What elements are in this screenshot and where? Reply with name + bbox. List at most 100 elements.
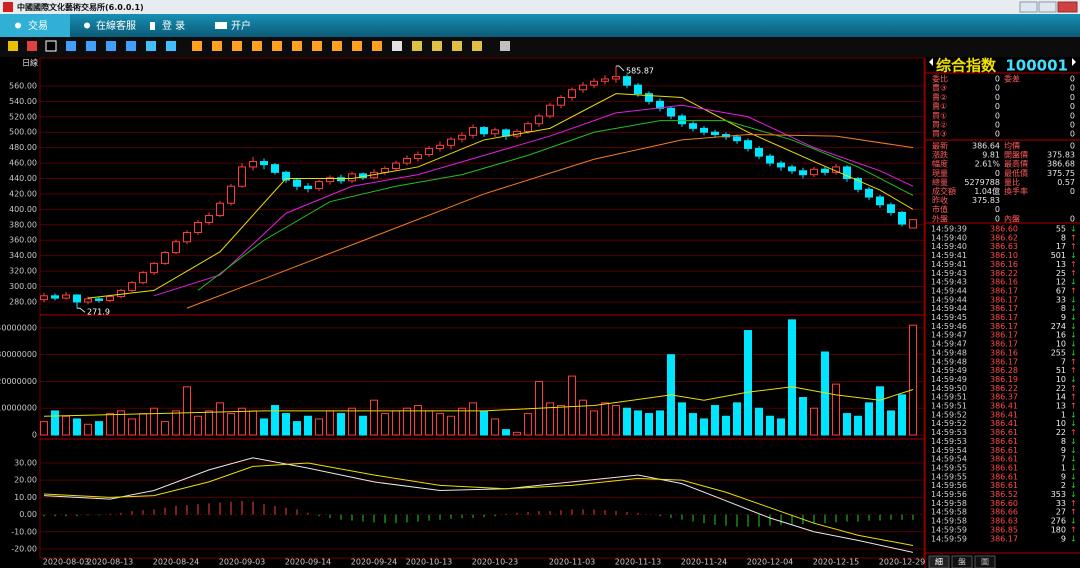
toolbar-icon[interactable] (272, 41, 282, 51)
toolbar-icon[interactable] (66, 41, 76, 51)
x-tick-label: 2020-11-24 (681, 558, 728, 567)
candle-body (249, 161, 257, 168)
quote-value: 0.57 (1057, 178, 1075, 187)
tab-icon (84, 22, 90, 29)
next-arrow[interactable] (1072, 58, 1076, 66)
trade-price: 386.16 (990, 348, 1018, 357)
trade-price: 386.17 (990, 331, 1018, 340)
y-tick-label: 520.00 (9, 112, 37, 121)
toolbar-icon[interactable] (352, 41, 362, 51)
volume-bar (513, 431, 521, 436)
toolbar-icon[interactable] (212, 41, 222, 51)
quote-value: 0 (995, 214, 1000, 223)
bottom-tab-label[interactable]: 細 (935, 557, 943, 567)
toolbar-icon[interactable] (372, 41, 382, 51)
tab[interactable]: 在線客服 (96, 19, 136, 32)
toolbar-icon[interactable] (146, 41, 156, 51)
volume-bar (854, 415, 862, 436)
volume-bar (271, 405, 279, 436)
trade-direction: ↑ (1070, 525, 1077, 534)
tab-bar (0, 14, 1080, 37)
bottom-tab[interactable] (928, 555, 950, 568)
toolbar-icon[interactable] (412, 41, 422, 51)
volume-bar (128, 418, 136, 436)
trade-price: 386.61 (990, 481, 1018, 490)
trade-volume: 10 (1056, 375, 1066, 384)
y-tick-label: 300.00 (9, 282, 37, 291)
candle-body (161, 252, 169, 264)
trade-direction: ↑ (1070, 393, 1077, 402)
quote-label: 市值 (932, 204, 948, 214)
tab[interactable]: 登 录 (162, 19, 185, 32)
volume-bar (788, 319, 796, 436)
toolbar-icon[interactable] (166, 41, 176, 51)
toolbar-icon[interactable] (500, 41, 510, 51)
toolbar-icon[interactable] (472, 41, 482, 51)
close-button[interactable] (1057, 1, 1078, 13)
quote-label: 現量 (932, 169, 948, 178)
volume-bar (469, 402, 477, 436)
toolbar-icon[interactable] (312, 41, 322, 51)
tab-icon (15, 22, 21, 29)
volume-bar (744, 330, 752, 436)
volume-average (43, 386, 914, 417)
toolbar-icon[interactable] (232, 41, 242, 51)
volume-bar (304, 415, 312, 436)
index-name: 综合指数 (936, 57, 997, 75)
volume-bar (293, 421, 301, 436)
prev-arrow[interactable] (929, 58, 933, 66)
bottom-tab-label[interactable]: 盤 (958, 557, 966, 567)
toolbar-icon[interactable] (45, 40, 57, 52)
y-tick-label: 10.00 (14, 493, 37, 502)
toolbar-icon[interactable] (332, 41, 342, 51)
candle-body (799, 170, 807, 176)
candle-body (293, 179, 301, 187)
candle-body (612, 76, 620, 80)
toolbar-icon[interactable] (452, 41, 462, 51)
bottom-tab[interactable] (951, 555, 973, 568)
volume-bar (645, 413, 653, 436)
toolbar-icon[interactable] (432, 41, 442, 51)
bottom-tab[interactable] (974, 555, 996, 568)
tab[interactable]: 交易 (28, 19, 48, 32)
tab-icon (150, 22, 155, 30)
volume-bar (260, 418, 268, 436)
quote-value: 386.68 (1047, 160, 1075, 169)
volume-bar (62, 415, 70, 436)
volume-bar (447, 415, 455, 436)
toolbar-icon[interactable] (86, 41, 96, 51)
moving-average (153, 104, 914, 297)
toolbar-icon[interactable] (27, 41, 37, 51)
toolbar-icon[interactable] (8, 41, 18, 51)
y-tick-label: 0.00 (19, 510, 37, 519)
toolbar-icon[interactable] (292, 41, 302, 51)
quote-value: 0 (1070, 111, 1075, 120)
candle-body (436, 144, 444, 149)
quote-label: 買② (932, 121, 947, 130)
quote-value: 0 (995, 93, 1000, 102)
bottom-tab-label[interactable]: 圖 (981, 558, 989, 567)
candle-body (172, 241, 180, 254)
trade-time: 14:59:54 (931, 455, 967, 464)
trade-time: 14:59:39 (931, 225, 967, 234)
candle-body (315, 181, 323, 190)
trade-price: 386.17 (990, 304, 1018, 313)
y-tick-label: 440.00 (9, 174, 37, 183)
toolbar-icon[interactable] (192, 41, 202, 51)
toolbar-icon[interactable] (392, 41, 402, 51)
maximize-button[interactable] (1038, 1, 1057, 13)
volume-bar (568, 375, 576, 436)
trade-price: 386.66 (990, 508, 1018, 517)
toolbar-icon[interactable] (126, 41, 136, 51)
minimize-button[interactable] (1019, 1, 1038, 13)
volume-bar (777, 418, 785, 436)
quote-value: 375.75 (1047, 169, 1075, 178)
quote-label: 漲跌 (932, 150, 948, 160)
tab[interactable]: 开户 (231, 19, 251, 32)
trade-direction: ↓ (1070, 322, 1077, 331)
toolbar-icon[interactable] (106, 41, 116, 51)
toolbar-icon[interactable] (252, 41, 262, 51)
quote-label: 換手率 (1004, 186, 1028, 196)
